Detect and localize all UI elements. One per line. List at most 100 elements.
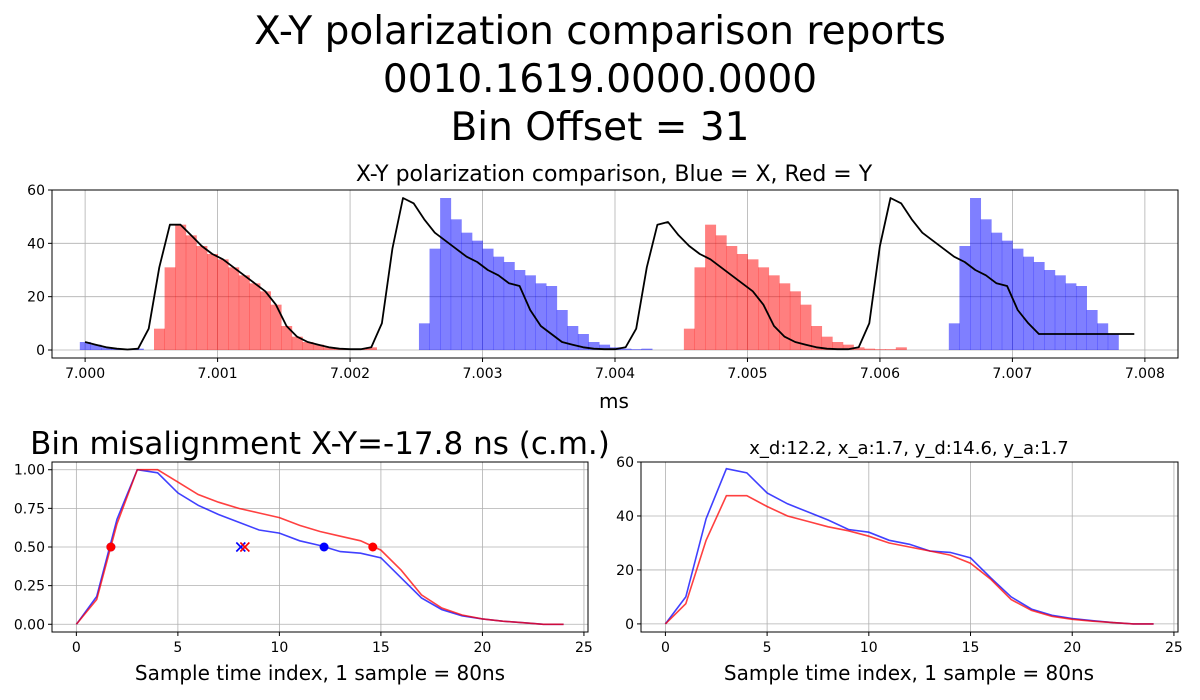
bar-y	[747, 259, 759, 350]
top-chart-title: X-Y polarization comparison, Blue = X, R…	[356, 162, 873, 187]
bar-y	[206, 254, 218, 350]
bar-y	[800, 304, 812, 350]
bar-y	[726, 246, 738, 350]
x-tick-label: 7.000	[65, 366, 105, 382]
x-tick-label: 15	[372, 640, 390, 656]
bar-y	[196, 246, 208, 350]
bar-y	[270, 304, 282, 350]
bar-y	[715, 235, 727, 350]
bar-y	[811, 326, 823, 350]
bar-x	[980, 219, 992, 350]
bar-x	[1107, 334, 1119, 350]
y-tick-label: 0	[36, 343, 45, 359]
marker-cross-y	[239, 541, 250, 553]
y-tick-label: 0.50	[14, 540, 45, 556]
bar-x	[641, 348, 653, 350]
bar-y	[312, 344, 324, 350]
bar-x	[599, 344, 611, 350]
bar-y	[736, 254, 748, 350]
figure-title-line-1: X-Y polarization comparison reports	[254, 9, 946, 54]
bar-y	[683, 328, 695, 350]
bar-x	[524, 275, 536, 350]
bar-x	[418, 323, 430, 350]
bar-x	[90, 344, 102, 350]
bar-y	[238, 275, 250, 350]
bar-y	[164, 267, 176, 350]
x-tick-label: 20	[1063, 640, 1081, 656]
y-tick-label: 40	[616, 509, 634, 525]
bar-x	[1012, 248, 1024, 350]
figure-title-line-3: Bin Offset = 31	[450, 105, 750, 150]
polarization-comparison-chart: X-Y polarization comparison, Blue = X, R…	[27, 162, 1179, 413]
bar-y	[842, 344, 854, 350]
bar-x	[620, 348, 632, 350]
x-tick-label: 25	[575, 640, 593, 656]
line-y	[664, 494, 1154, 625]
x-tick-label: 7.007	[992, 366, 1032, 382]
x-tick-label: 7.006	[860, 366, 900, 382]
y-tick-label: 20	[27, 290, 45, 306]
top-chart-x-ticks: 7.000 7.001 7.002 7.003 7.004 7.005 7.006 7.007…	[65, 358, 1165, 382]
bar-y	[217, 259, 229, 350]
sample-comparison-x-ticks: 0 5 10 15 20 25	[661, 632, 1183, 656]
bar-x	[1054, 275, 1066, 350]
bin-misalignment-chart: Bin misalignment X-Y=-17.8 ns (c.m.) 0 5 1…	[14, 426, 610, 685]
bar-y	[705, 224, 717, 350]
x-tick-label: 15	[962, 640, 980, 656]
y-tick-label: 20	[616, 563, 634, 579]
y-tick-label: 1.00	[14, 463, 45, 479]
y-tick-label: 0	[625, 617, 634, 633]
bar-y	[291, 336, 303, 350]
bar-x	[429, 248, 441, 350]
y-tick-label: 0.75	[14, 501, 45, 517]
bar-x	[1044, 270, 1056, 350]
sample-comparison-chart: x_d:12.2, x_a:1.7, y_d:14.6, y_a:1.7 0 5 1…	[616, 438, 1183, 685]
x-tick-label: 5	[173, 640, 182, 656]
bar-x	[493, 256, 505, 350]
bar-y	[789, 291, 801, 350]
bar-y	[228, 267, 240, 350]
bar-x	[1065, 283, 1077, 350]
bar-x	[503, 262, 515, 350]
marker-dot-x	[319, 542, 329, 552]
x-tick-label: 7.004	[595, 366, 635, 382]
bar-y	[323, 347, 335, 350]
bar-x	[948, 323, 960, 350]
bar-y	[874, 349, 886, 350]
bar-y	[864, 348, 876, 350]
bar-x	[1023, 256, 1035, 350]
bar-y	[281, 326, 293, 350]
x-tick-label: 7.003	[462, 366, 502, 382]
bar-x	[1033, 262, 1045, 350]
bar-x	[535, 283, 547, 350]
bar-x	[482, 248, 494, 350]
bin-misalignment-markers	[106, 541, 378, 553]
bar-x	[1075, 286, 1087, 350]
x-tick-label: 10	[860, 640, 878, 656]
bar-y	[758, 267, 770, 350]
bar-y	[853, 347, 865, 350]
top-chart-bars	[79, 198, 1119, 350]
top-chart-envelope	[84, 197, 1135, 351]
y-tick-label: 0.25	[14, 579, 45, 595]
bar-y	[302, 342, 314, 350]
bar-x	[440, 198, 452, 350]
bar-y	[365, 347, 377, 350]
marker-cross-x	[235, 541, 246, 553]
bar-x	[588, 342, 600, 350]
x-tick-label: 20	[474, 640, 492, 656]
top-chart-y-ticks: 0 20 40 60	[27, 183, 52, 359]
bin-misalignment-y-ticks: 0.00 0.25 0.50 0.75 1.00	[14, 463, 52, 633]
y-tick-label: 60	[27, 183, 45, 199]
bar-y	[154, 328, 165, 350]
envelope-line	[84, 197, 1135, 351]
bar-x	[577, 334, 589, 350]
y-tick-label: 40	[27, 236, 45, 252]
bar-x	[1086, 310, 1098, 350]
bar-x	[546, 286, 558, 350]
sample-comparison-y-ticks: 0 20 40 60	[616, 455, 641, 633]
x-tick-label: 7.008	[1125, 366, 1165, 382]
bar-x	[461, 232, 473, 350]
x-tick-label: 7.002	[330, 366, 370, 382]
y-tick-label: 0.00	[14, 617, 45, 633]
